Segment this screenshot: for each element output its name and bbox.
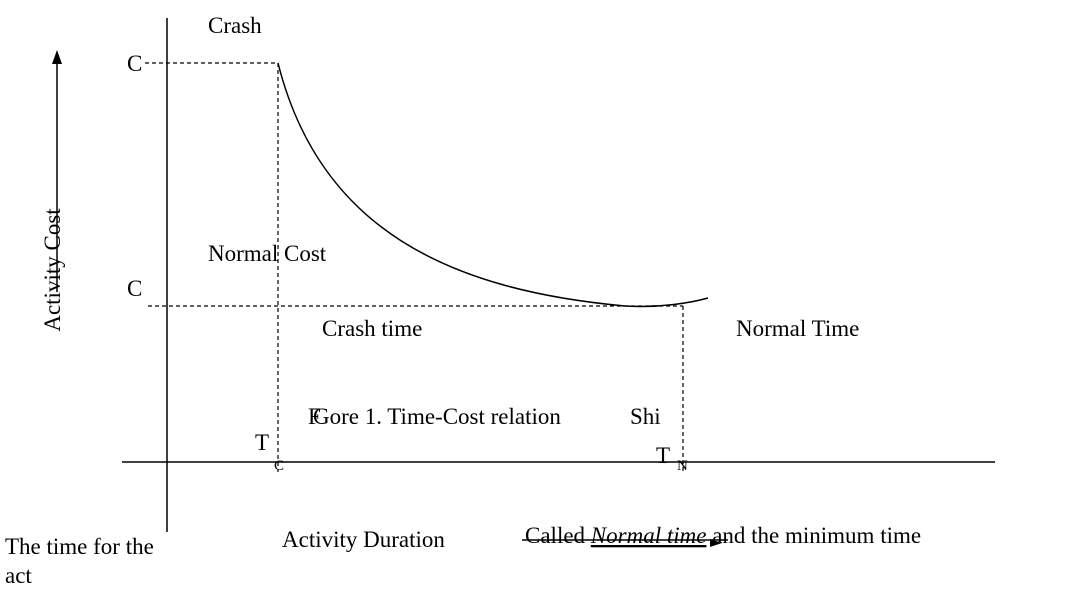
time-cost-curve [277,62,709,308]
body-text: Called Normal time and the minimum time [525,523,921,548]
body-text: The time for the [5,534,154,559]
normal-cost-symbol: C [127,276,142,301]
caption-overlay: F [308,404,321,429]
body-text-part: and the minimum time [706,523,921,548]
body-text: act [5,563,32,588]
normal-cost-label: Normal Cost [208,241,327,266]
body-text-part: Called [525,523,591,548]
x-arrowhead [710,539,722,547]
x-axis-label: Activity Duration [282,527,445,552]
y-arrowhead [52,50,62,64]
caption: Gore 1. Time-Cost relation [313,404,561,429]
normal-time-subscript: N [677,458,688,474]
caption-overlay: Shi [630,404,661,429]
crash-cost-symbol: C [127,51,142,76]
crash-time-label: Crash time [322,316,422,341]
crash-time-symbol: T [255,430,269,455]
crash-time-subscript: C [274,458,284,474]
y-axis-label: Activity Cost [40,208,65,332]
normal-time-label: Normal Time [736,316,859,341]
body-text-italic: Normal time [590,523,707,548]
normal-time-symbol: T [656,443,670,468]
crash-label: Crash [208,13,262,38]
